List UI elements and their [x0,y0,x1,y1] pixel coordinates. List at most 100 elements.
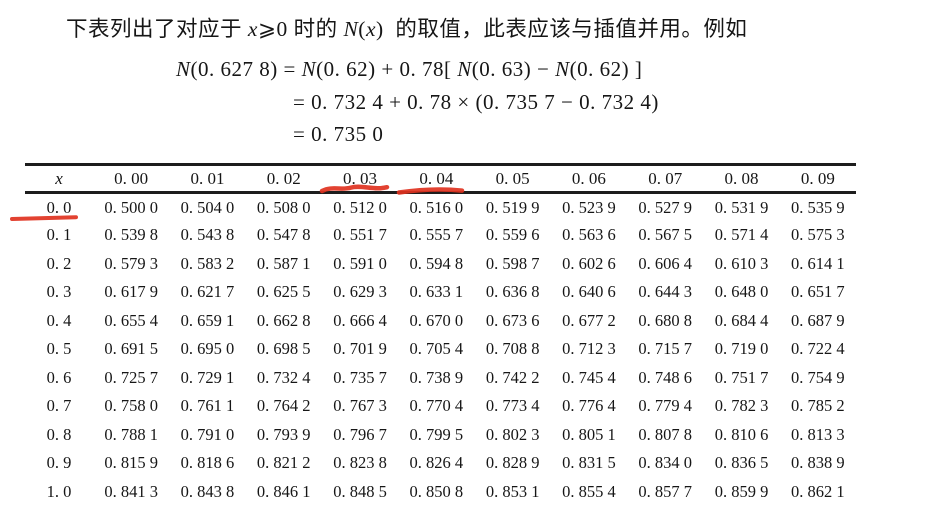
table-cell: 0. 838 9 [780,449,856,478]
table-cell: 0. 748 6 [627,364,703,393]
col-header: 0. 06 [551,165,627,193]
col-header: 0. 03 [322,165,398,193]
text-run: ⩾0 时的 [258,17,344,41]
table-cell: 0. 807 8 [627,421,703,450]
row-label: 0. 0 [25,193,93,222]
table-cell: 0. 712 3 [551,335,627,364]
table-cell: 0. 670 0 [398,307,474,336]
table-cell: 0. 606 4 [627,250,703,279]
table-cell: 0. 715 7 [627,335,703,364]
table-cell: 0. 523 9 [551,193,627,222]
math-variable: N [302,57,317,81]
row-label: 0. 4 [25,307,93,336]
table-cell: 0. 788 1 [93,421,169,450]
table-cell: 0. 648 0 [703,278,779,307]
table-cell: 0. 732 4 [246,364,322,393]
row-label: 0. 3 [25,278,93,307]
table-cell: 0. 735 7 [322,364,398,393]
table-cell: 0. 862 1 [780,478,856,506]
row-label: 0. 9 [25,449,93,478]
table-cell: 0. 655 4 [93,307,169,336]
row-label: 0. 2 [25,250,93,279]
table-cell: 0. 555 7 [398,221,474,250]
table-cell: 0. 850 8 [398,478,474,506]
table-cell: 0. 848 5 [322,478,398,506]
table-cell: 0. 587 1 [246,250,322,279]
table-cell: 0. 857 7 [627,478,703,506]
table-cell: 0. 843 8 [169,478,245,506]
table-cell: 0. 818 6 [169,449,245,478]
table-cell: 0. 754 9 [780,364,856,393]
table-cell: 0. 512 0 [322,193,398,222]
table-cell: 0. 666 4 [322,307,398,336]
table-cell: 0. 826 4 [398,449,474,478]
table-cell: 0. 677 2 [551,307,627,336]
table-cell: 0. 810 6 [703,421,779,450]
table-cell: 0. 527 9 [627,193,703,222]
table-cell: 0. 841 3 [93,478,169,506]
table-cell: 0. 579 3 [93,250,169,279]
math-variable: N [176,57,191,81]
formula-line-2: = 0. 732 4 + 0. 78 × (0. 735 7 − 0. 732 … [293,90,659,115]
table-cell: 0. 543 8 [169,221,245,250]
table-cell: 0. 571 4 [703,221,779,250]
col-header: 0. 08 [703,165,779,193]
table-cell: 0. 815 9 [93,449,169,478]
table-cell: 0. 659 1 [169,307,245,336]
table-cell: 0. 729 1 [169,364,245,393]
col-header: 0. 07 [627,165,703,193]
table-cell: 0. 761 1 [169,392,245,421]
table-cell: 0. 782 3 [703,392,779,421]
row-label: 0. 6 [25,364,93,393]
text-run: (0. 62) ] [570,57,643,81]
table-cell: 0. 802 3 [474,421,550,450]
row-label: 0. 8 [25,421,93,450]
text-run: (0. 62) + 0. 78[ [316,57,457,81]
table-cell: 0. 559 6 [474,221,550,250]
col-header: 0. 04 [398,165,474,193]
table-cell: 0. 785 2 [780,392,856,421]
table-cell: 0. 725 7 [93,364,169,393]
table-cell: 0. 535 9 [780,193,856,222]
formula-line-1: N(0. 627 8) = N(0. 62) + 0. 78[ N(0. 63)… [176,57,642,82]
table-cell: 0. 610 3 [703,250,779,279]
formula-line-3: = 0. 735 0 [293,122,383,147]
table-cell: 0. 636 8 [474,278,550,307]
text-run: (0. 63) − [472,57,555,81]
table-cell: 0. 776 4 [551,392,627,421]
text-run: = 0. 732 4 + 0. 78 × (0. 735 7 − 0. 732 … [293,90,659,114]
table-cell: 0. 799 5 [398,421,474,450]
col-header: 0. 02 [246,165,322,193]
table-cell: 0. 519 9 [474,193,550,222]
table-cell: 0. 793 9 [246,421,322,450]
math-variable: N [457,57,472,81]
table-cell: 0. 575 3 [780,221,856,250]
table-cell: 0. 767 3 [322,392,398,421]
table-cell: 0. 691 5 [93,335,169,364]
table-cell: 0. 834 0 [627,449,703,478]
table-cell: 0. 821 2 [246,449,322,478]
table-cell: 0. 813 3 [780,421,856,450]
table-cell: 0. 684 4 [703,307,779,336]
table-cell: 0. 547 8 [246,221,322,250]
table-cell: 0. 583 2 [169,250,245,279]
text-run: (0. 627 8) = [191,57,302,81]
table-cell: 0. 617 9 [93,278,169,307]
table-cell: 0. 563 6 [551,221,627,250]
table-cell: 0. 567 5 [627,221,703,250]
math-variable: N [343,17,358,41]
table-cell: 0. 629 3 [322,278,398,307]
row-label: 0. 7 [25,392,93,421]
table-cell: 0. 828 9 [474,449,550,478]
table-cell: 0. 738 9 [398,364,474,393]
